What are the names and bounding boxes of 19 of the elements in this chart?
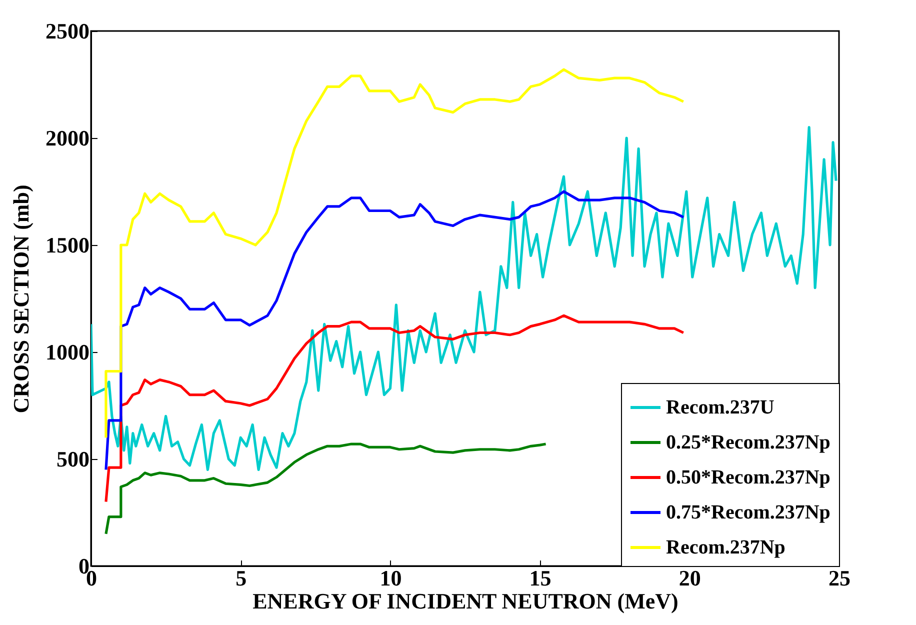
y-tick-label: 500 <box>56 446 90 472</box>
x-tick-label: 10 <box>380 566 402 590</box>
line-series <box>91 126 838 471</box>
legend-label: 0.25*Recom.237Np <box>666 432 830 454</box>
legend-label: 0.75*Recom.237Np <box>666 502 830 524</box>
y-axis-title: CROSS SECTION (mb) <box>8 184 34 414</box>
legend-label: Recom.237U <box>666 396 774 418</box>
y-tick-label: 2000 <box>46 126 90 150</box>
x-tick-label: 5 <box>236 566 247 590</box>
y-tick-label: 1000 <box>46 340 90 364</box>
line-series <box>104 442 548 536</box>
x-tick-label: 25 <box>828 566 850 590</box>
y-tick-label: 1500 <box>46 232 90 258</box>
x-tick-label: 20 <box>678 566 701 590</box>
legend-label: 0.50*Recom.237Np <box>666 466 830 488</box>
legend-label: Recom.237Np <box>666 536 786 558</box>
x-axis-title: ENERGY OF INCIDENT NEUTRON (MeV) <box>252 588 678 614</box>
x-tick-label: 15 <box>529 566 552 590</box>
y-tick-label: 2500 <box>46 18 90 44</box>
